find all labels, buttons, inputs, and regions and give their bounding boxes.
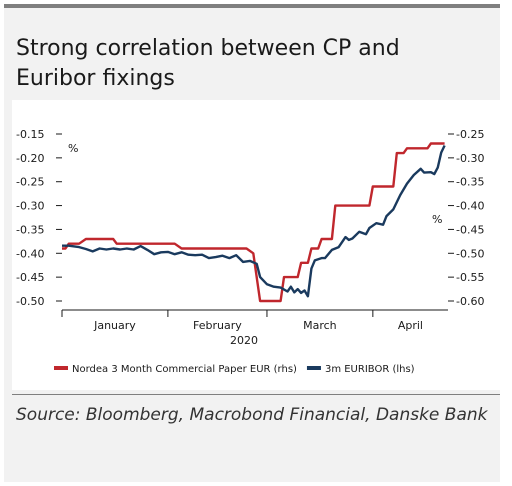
plot-area: -0.15 -0.20 -0.25 -0.30 -0.35 -0.40 -0.45 -0.50…: [12, 100, 500, 390]
line-chart: -0.15 -0.20 -0.25 -0.30 -0.35 -0.40 -0.45 -0.50…: [16, 128, 484, 375]
top-rule: [4, 4, 500, 8]
left-tick-label: -0.30: [16, 200, 44, 213]
left-tick-label: -0.35: [16, 223, 44, 236]
series-lines: [62, 142, 446, 303]
source-separator: [12, 394, 500, 395]
left-tick-label: -0.25: [16, 176, 44, 189]
right-axis-ticks: -0.25 -0.30 -0.35 -0.40 -0.45 -0.50 -0.55 -0.60…: [432, 128, 484, 308]
right-tick-label: -0.40: [456, 200, 484, 213]
left-tick-label: -0.40: [16, 247, 44, 260]
source-note: Source: Bloomberg, Macrobond Financial, …: [16, 405, 488, 425]
left-tick-label: -0.15: [16, 128, 44, 141]
x-month-label: March: [303, 319, 337, 332]
chart-title: Strong correlation between CP and Euribo…: [16, 36, 400, 91]
x-year-label: 2020: [230, 334, 258, 347]
legend: Nordea 3 Month Commercial Paper EUR (rhs…: [54, 364, 415, 375]
left-axis-unit: %: [68, 142, 78, 155]
right-tick-label: -0.60: [456, 295, 484, 308]
x-month-label: April: [398, 319, 423, 332]
right-tick-label: -0.55: [456, 271, 484, 284]
series-line-euribor: [62, 144, 446, 298]
legend-label: Nordea 3 Month Commercial Paper EUR (rhs…: [72, 364, 297, 375]
left-tick-label: -0.45: [16, 271, 44, 284]
legend-label: 3m EURIBOR (lhs): [325, 364, 415, 375]
series-line-nordea-cp: [62, 142, 445, 303]
x-month-label: January: [93, 319, 136, 332]
left-tick-label: -0.50: [16, 295, 44, 308]
left-axis-ticks: -0.15 -0.20 -0.25 -0.30 -0.35 -0.40 -0.45 -0.50…: [16, 128, 78, 308]
right-axis-unit: %: [432, 213, 442, 226]
x-month-label: February: [193, 319, 242, 332]
right-tick-label: -0.25: [456, 128, 484, 141]
x-axis: January February March April 2020: [61, 309, 448, 347]
right-tick-label: -0.35: [456, 176, 484, 189]
left-tick-label: -0.20: [16, 152, 44, 165]
right-tick-label: -0.50: [456, 247, 484, 260]
right-tick-label: -0.30: [456, 152, 484, 165]
right-tick-label: -0.45: [456, 223, 484, 236]
chart-panel: Strong correlation between CP and Euribo…: [4, 4, 500, 482]
